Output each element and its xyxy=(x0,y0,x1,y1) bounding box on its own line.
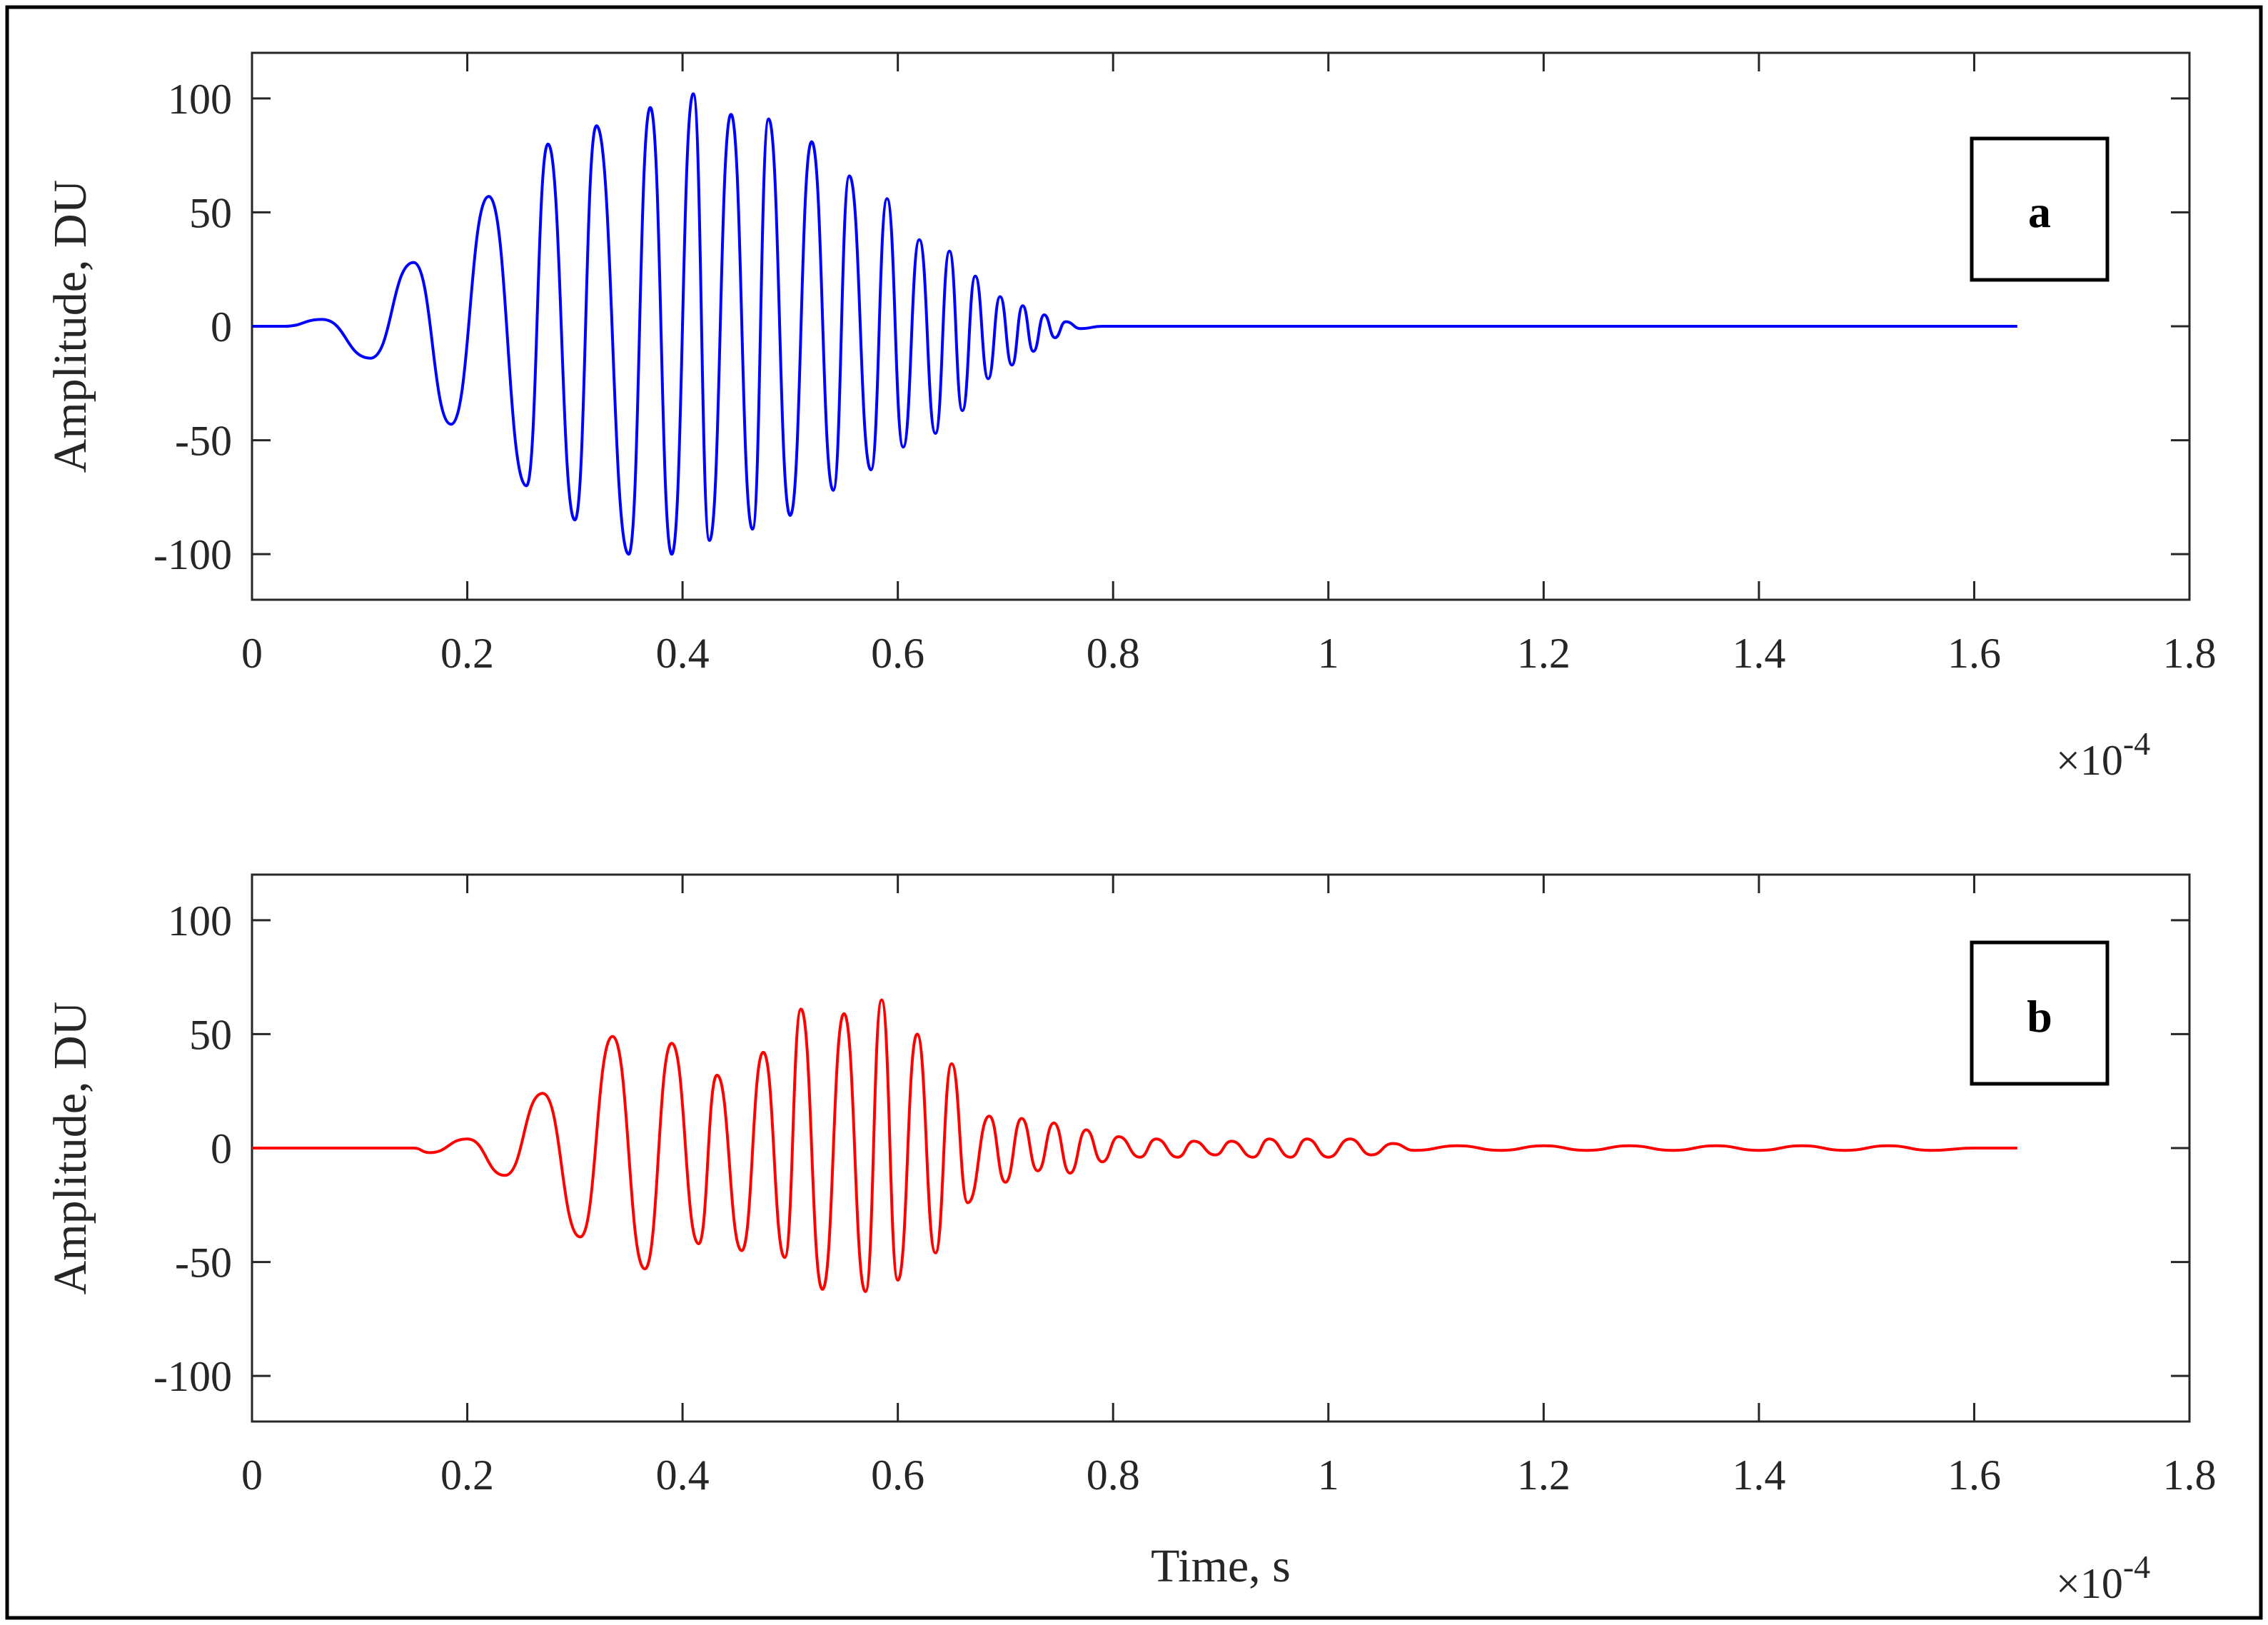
panel-b-y-tick-label: 100 xyxy=(168,897,232,945)
panel-a-y-tick-label: 0 xyxy=(211,303,232,351)
panel-b-x-tick-label: 1.6 xyxy=(1947,1452,2001,1499)
panel-b-y-tick-label: 50 xyxy=(189,1011,232,1058)
panel-b-axes-box xyxy=(252,875,2189,1422)
panel-b-y-tick-label: -50 xyxy=(175,1239,232,1287)
panel-b-y-tick-label: 0 xyxy=(211,1125,232,1172)
panel-a-x-tick-label: 0.8 xyxy=(1087,630,1140,677)
panel-b-x-multiplier-exponent: -4 xyxy=(2123,1549,2150,1585)
panel-b-x-multiplier-base: ×10 xyxy=(2056,1560,2123,1607)
panel-a-x-tick-label: 0.4 xyxy=(656,630,710,677)
panel-b-y-tick-label: -100 xyxy=(153,1353,232,1400)
panel-a-x-tick-label: 1 xyxy=(1318,630,1339,677)
panel-a-x-tick-label: 0 xyxy=(241,630,263,677)
panel-b-x-tick-label: 0.6 xyxy=(871,1452,924,1499)
panel-a-x-tick-label: 1.4 xyxy=(1732,630,1785,677)
panel-a-x-multiplier-base: ×10 xyxy=(2056,737,2123,784)
panel-b-x-tick-label: 0.8 xyxy=(1087,1452,1140,1499)
panel-b-x-tick-label: 1.8 xyxy=(2163,1452,2217,1499)
panel-b-x-tick-label: 1.2 xyxy=(1517,1452,1571,1499)
panel-a-y-tick-label: 100 xyxy=(168,76,232,123)
panel-b-x-tick-label: 1.4 xyxy=(1732,1452,1785,1499)
panel-a-letter: a xyxy=(2028,186,2051,237)
panel-a-x-tick-label: 0.6 xyxy=(871,630,924,677)
panel-a-y-tick-label: -100 xyxy=(153,531,232,578)
panel-a-x-tick-label: 1.2 xyxy=(1517,630,1571,677)
panel-b-x-tick-label: 1 xyxy=(1318,1452,1339,1499)
panel-a-y-tick-label: -50 xyxy=(175,418,232,465)
panel-b-y-axis-label: Amplitude, DU xyxy=(44,1002,96,1295)
panel-b-x-tick-label: 0.4 xyxy=(656,1452,710,1499)
panel-b-x-tick-label: 0.2 xyxy=(440,1452,494,1499)
panel-a-x-tick-label: 1.6 xyxy=(1947,630,2001,677)
panel-b-x-tick-label: 0 xyxy=(241,1452,263,1499)
panel-a-x-tick-label: 0.2 xyxy=(440,630,494,677)
panel-b-x-axis-label: Time, s xyxy=(1151,1540,1291,1592)
panel-a-y-tick-label: 50 xyxy=(189,189,232,236)
panel-a-y-axis-label: Amplitude, DU xyxy=(44,180,96,473)
panel-b-letter: b xyxy=(2027,991,2052,1042)
panel-a-x-tick-label: 1.8 xyxy=(2163,630,2217,677)
panel-a-x-multiplier-exponent: -4 xyxy=(2123,725,2150,762)
